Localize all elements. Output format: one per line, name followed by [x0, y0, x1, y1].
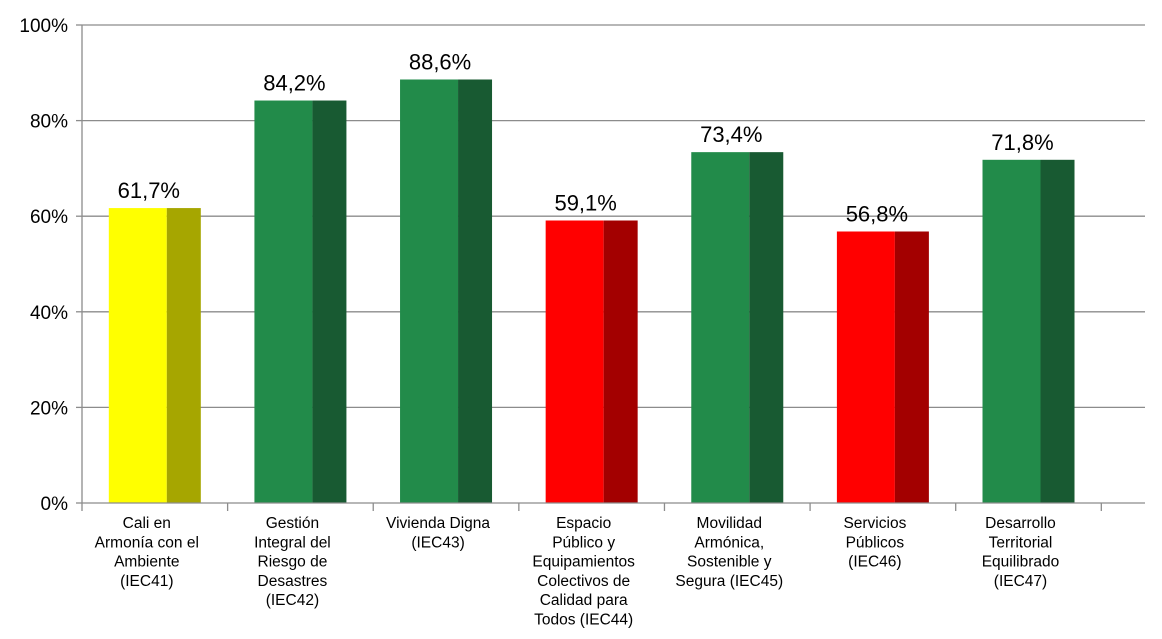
data-label: 88,6% — [409, 49, 471, 74]
x-tick-label-line: Desarrollo — [985, 515, 1056, 532]
x-tick-label-line: Servicios — [843, 515, 906, 532]
y-tick-label: 40% — [30, 303, 68, 324]
data-label: 73,4% — [700, 122, 762, 147]
y-axis: 0% 20% 40% 60% 80% 100% — [19, 16, 83, 515]
x-tick-label-line: Territorial — [989, 534, 1053, 551]
x-tick-label-line: (IEC41) — [120, 573, 173, 590]
data-label: 84,2% — [263, 71, 325, 96]
bars — [108, 79, 1075, 504]
x-tick-label-line: Sostenible y — [687, 554, 772, 571]
x-tick-label-line: Desastres — [258, 573, 328, 590]
x-tick-label-line: Todos (IEC44) — [534, 612, 633, 629]
x-tick-label: Servicios Públicos (IEC46) — [843, 515, 906, 571]
x-tick-label-line: Integral del — [254, 534, 331, 551]
x-tick-label-line: (IEC46) — [848, 554, 901, 571]
x-tick-label-line: Cali en — [123, 515, 171, 532]
x-tick-label: Espacio Público y Equipamientos Colectivos … — [532, 515, 635, 629]
x-tick-label-line: (IEC43) — [411, 534, 464, 551]
bar-front — [254, 100, 313, 504]
data-label: 71,8% — [991, 130, 1053, 155]
x-tick-label-line: Colectivos de — [537, 573, 630, 590]
y-tick-label: 20% — [30, 398, 68, 419]
bar — [836, 231, 929, 503]
x-tick-label: Cali en Armonía con el Ambiente (IEC41) — [95, 515, 199, 590]
data-label: 59,1% — [554, 191, 616, 216]
x-tick-label-line: Riesgo de — [258, 554, 328, 571]
x-tick-label-line: Segura (IEC45) — [675, 573, 783, 590]
bar — [254, 100, 347, 504]
bar-front — [691, 152, 750, 503]
bar — [400, 79, 493, 503]
y-tick-label: 60% — [30, 207, 68, 228]
y-tick-label: 0% — [41, 494, 69, 515]
y-tick-label: 100% — [19, 16, 68, 37]
x-tick-label: Gestión Integral del Riesgo de Desastres (IE… — [254, 515, 331, 609]
x-tick-label-line: Equipamientos — [532, 554, 635, 571]
bar-front — [108, 208, 167, 503]
x-tick-label-line: Público y — [552, 534, 615, 551]
x-tick-label-line: Gestión — [266, 515, 319, 532]
x-tick-label-line: Públicos — [846, 534, 905, 551]
bar-front — [545, 220, 604, 503]
x-tick-label-line: Espacio — [556, 515, 611, 532]
x-tick-label-line: Movilidad — [697, 515, 762, 532]
x-tick-label-line: (IEC47) — [994, 573, 1047, 590]
x-tick-label-line: Ambiente — [114, 554, 179, 571]
bar-side — [166, 208, 201, 503]
x-axis: Cali en Armonía con el Ambiente (IEC41) Gest… — [81, 502, 1145, 629]
y-tick-label: 80% — [30, 112, 68, 133]
bar — [545, 220, 638, 503]
bar-front — [836, 231, 895, 503]
bar-front — [982, 159, 1041, 503]
x-tick-label-line: (IEC42) — [266, 592, 319, 609]
bar-side — [1040, 159, 1075, 503]
bar — [982, 159, 1075, 503]
bar-front — [400, 79, 459, 503]
x-tick-label: Desarrollo Territorial Equilibrado (IEC47) — [982, 515, 1060, 590]
bar-side — [749, 152, 784, 503]
x-tick-label-line: Armónica, — [694, 534, 764, 551]
x-tick-label: Movilidad Armónica, Sostenible y Segura (IE… — [675, 515, 783, 590]
x-tick-label-line: Equilibrado — [982, 554, 1060, 571]
bar-side — [458, 79, 493, 503]
bar-side — [603, 220, 638, 503]
x-tick-label-line: Calidad para — [540, 592, 628, 609]
bar — [108, 208, 201, 503]
bar-side — [894, 231, 929, 503]
bar — [691, 152, 784, 503]
x-tick-label: Vivienda Digna (IEC43) — [386, 515, 490, 551]
data-label: 61,7% — [118, 178, 180, 203]
x-tick-label-line: Armonía con el — [95, 534, 199, 551]
data-labels: 61,7% 84,2% 88,6% 59,1% 73,4% 56,8% 71,8% — [118, 49, 1054, 226]
bar-side — [312, 100, 347, 504]
data-label: 56,8% — [846, 201, 908, 226]
x-tick-label-line: Vivienda Digna — [386, 515, 490, 532]
